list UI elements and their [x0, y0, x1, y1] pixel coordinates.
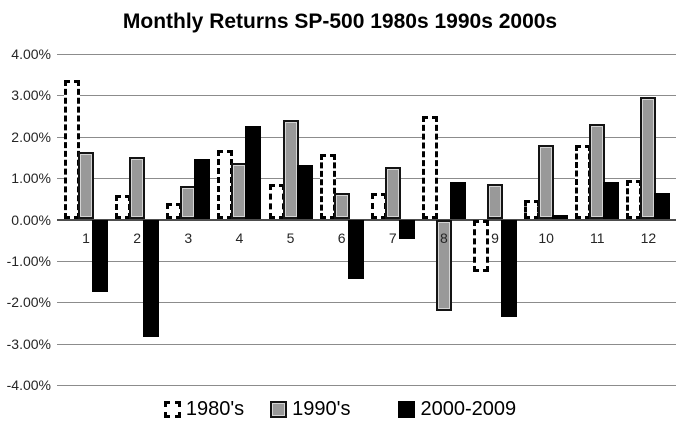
- bar-1980s-month-8: [421, 115, 438, 220]
- y-axis-tick-label: 3.00%: [11, 87, 51, 104]
- bar-1990s-month-11: [589, 124, 606, 220]
- bar-20002009-month-1: [92, 219, 108, 292]
- bar-1990s-month-9: [487, 184, 503, 220]
- legend-label: 2000-2009: [420, 398, 517, 420]
- bar-20002009-month-2: [143, 219, 160, 338]
- x-axis-zero-line: [57, 218, 676, 221]
- bar-1980s-month-9: [473, 219, 489, 272]
- y-axis-tick-label: 0.00%: [11, 211, 51, 228]
- bar-20002009-month-9: [501, 219, 517, 317]
- bar-1990s-month-12: [640, 96, 657, 220]
- bar-20002009-month-8: [449, 181, 466, 220]
- gridline: [57, 95, 676, 97]
- gridline: [57, 54, 676, 55]
- x-axis-category-label: 1: [82, 229, 90, 246]
- gridline: [57, 136, 676, 138]
- y-axis-tick-label: 4.00%: [11, 46, 51, 62]
- bar-20002009-month-12: [654, 193, 671, 220]
- bar-1980s-month-1: [64, 79, 80, 220]
- bar-1990s-month-7: [384, 166, 401, 220]
- legend-marker-icon: [270, 400, 288, 418]
- bar-1990s-month-8: [435, 219, 452, 311]
- x-axis-category-label: 6: [337, 229, 346, 246]
- y-axis-tick-label: -3.00%: [6, 335, 51, 352]
- x-axis-category-label: 5: [286, 229, 295, 246]
- x-axis-category-label: 8: [439, 229, 448, 246]
- x-axis-category-label: 3: [184, 229, 193, 246]
- gridline: [57, 302, 676, 304]
- chart-title: Monthly Returns SP-500 1980s 1990s 2000s: [122, 10, 558, 33]
- y-axis-tick-label: -4.00%: [6, 377, 51, 393]
- x-axis-category-label: 11: [589, 229, 605, 246]
- x-axis-category-label: 9: [491, 229, 499, 246]
- legend: 1980's 1990's 2000-2009: [0, 398, 680, 420]
- legend-label: 1990's: [292, 398, 351, 420]
- gridline: [57, 178, 676, 180]
- bar-1990s-month-1: [78, 152, 94, 220]
- bar-20002009-month-11: [603, 182, 620, 220]
- plot-area: 1 2 3 4 5 6 7 8 9 10 11 12: [57, 54, 676, 386]
- x-axis-category-label: 12: [640, 229, 657, 246]
- bar-1990s-month-2: [129, 156, 146, 220]
- bar-1990s-month-10: [538, 145, 555, 220]
- bar-20002009-month-4: [245, 125, 262, 220]
- bar-20002009-month-7: [398, 219, 415, 239]
- legend-marker-icon: [398, 400, 416, 418]
- legend-marker-icon: [163, 400, 181, 418]
- bar-20002009-month-6: [347, 219, 364, 280]
- bar-20002009-month-10: [552, 215, 569, 220]
- bar-1990s-month-6: [333, 193, 350, 220]
- legend-label: 1980's: [185, 398, 245, 420]
- legend-item-20002009: 2000-2009: [398, 398, 516, 420]
- gridline: [57, 385, 676, 386]
- x-axis-category-label: 10: [538, 229, 554, 246]
- x-axis-category-label: 2: [133, 229, 142, 246]
- gridline: [57, 343, 676, 345]
- gridline: [57, 260, 676, 262]
- bar-20002009-month-5: [296, 164, 313, 220]
- x-axis-category-label: 7: [388, 229, 397, 246]
- y-axis-tick-label: 2.00%: [11, 128, 51, 145]
- y-axis-tick-label: -1.00%: [6, 252, 51, 269]
- bar-1980s-month-6: [319, 154, 336, 220]
- legend-item-1990s: 1990's: [270, 398, 350, 420]
- x-axis-category-label: 4: [235, 229, 244, 246]
- legend-item-1980s: 1980's: [163, 398, 245, 420]
- y-axis-tick-label: -2.00%: [6, 294, 51, 311]
- bar-20002009-month-3: [194, 159, 211, 220]
- y-axis-tick-label: 1.00%: [11, 170, 51, 187]
